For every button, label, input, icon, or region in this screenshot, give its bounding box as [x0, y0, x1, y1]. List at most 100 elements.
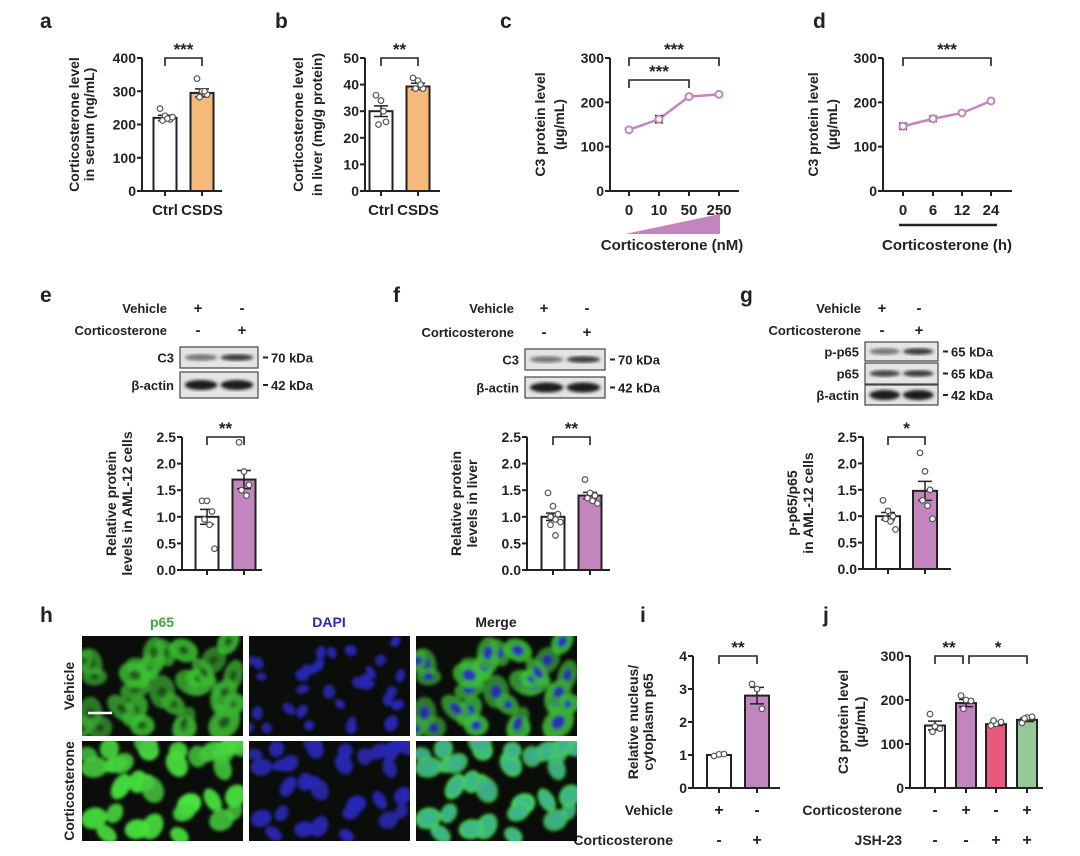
bar [875, 515, 901, 571]
significance-label: ** [731, 638, 745, 657]
data-point [1021, 715, 1028, 722]
blot-band-box [524, 376, 606, 399]
protein-band [184, 380, 218, 390]
significance-label: ** [942, 638, 956, 657]
protein-band [869, 370, 901, 377]
band-label: p-p65 [824, 345, 859, 360]
y-tick-label: 3 [679, 681, 687, 697]
data-point [552, 516, 559, 523]
data-point [929, 515, 936, 523]
data-point [936, 725, 944, 732]
data-point [589, 497, 596, 505]
blot-band-box [864, 384, 939, 406]
condition-label: Vehicle [625, 802, 673, 818]
data-point [196, 93, 203, 101]
y-tick-label: 2.5 [502, 429, 522, 445]
immunofluorescence-panel-h: p65 DAPI Merge Vehicle Corticosterone [61, 614, 577, 841]
micrograph-vehicle-p65 [82, 636, 243, 736]
condition-sign: + [915, 322, 924, 339]
blot-band-box [179, 346, 259, 369]
significance-bracket [887, 436, 926, 445]
data-point [928, 114, 938, 124]
condition-label: Corticosterone [802, 802, 902, 818]
molecular-weight-label: 70 kDa [618, 353, 661, 368]
x-tick-label: Ctrl [152, 202, 178, 219]
y-tick-label: 100 [881, 736, 905, 752]
x-tick-label: Ctrl [368, 202, 394, 219]
condition-sign: + [583, 324, 592, 341]
protein-band [529, 356, 564, 363]
data-point [586, 489, 594, 497]
data-point [235, 438, 243, 446]
western-blot-e: Vehicle + - Corticosterone - + C3 70 kDa β-actin… [75, 300, 314, 399]
blot-band-box [864, 341, 939, 362]
condition-sign: - [716, 832, 721, 849]
y-tick-label: 1.0 [502, 509, 522, 525]
significance-label: ** [393, 40, 407, 59]
panel-letter-h: h [40, 604, 53, 627]
micrograph-vehicle-dapi [249, 636, 410, 736]
x-tick-label: 0 [899, 202, 907, 219]
significance-bracket [628, 79, 690, 88]
x-axis-label: Corticosterone (nM) [601, 237, 744, 254]
y-axis-label: p-p65/p65 [784, 470, 800, 536]
y-axis-label: Relative protein [448, 451, 464, 556]
y-axis-label: levels in liver [464, 459, 480, 547]
bar [189, 91, 215, 192]
y-axis-label: levels in AML-12 cells [119, 431, 135, 575]
y-axis-label: Relative protein [103, 451, 119, 556]
micrograph-column-title-p65: p65 [150, 614, 174, 630]
y-tick-label: 0.0 [502, 562, 522, 578]
y-axis-label: C3 protein level [805, 72, 821, 176]
significance-bracket [628, 57, 720, 66]
y-axis-label: C3 protein level [532, 72, 548, 176]
condition-sign: + [878, 300, 887, 317]
protein-band [902, 348, 934, 355]
chart-panel-a: 0 100 200 300 400 Corticosterone level in seru… [66, 40, 223, 219]
condition-label: Corticosterone [75, 323, 167, 338]
x-tick-label: CSDS [181, 202, 223, 219]
x-tick-label: 24 [983, 202, 1000, 219]
condition-sign: - [917, 300, 922, 317]
band-label: p65 [837, 367, 859, 382]
y-tick-label: 200 [113, 117, 137, 133]
molecular-weight-label: 65 kDa [951, 345, 994, 360]
data-point [372, 91, 380, 99]
significance-bracket [164, 57, 203, 66]
chart-panel-g: 0.0 0.5 1.0 1.5 2.0 2.5 p-p65/p65 in AML-12 cel… [784, 419, 951, 577]
significance-label: *** [649, 62, 669, 81]
significance-label: * [903, 419, 910, 438]
molecular-weight-label: 65 kDa [951, 367, 994, 382]
condition-sign: - [542, 324, 547, 341]
bar [924, 724, 946, 790]
condition-label: Corticosterone [422, 325, 514, 340]
condition-sign: - [585, 300, 590, 317]
chart-panel-d: 0 100 200 300 C3 protein level (µg/mL) 0 6 12 24 C… [805, 40, 1012, 254]
data-point [409, 74, 417, 82]
data-point [382, 118, 390, 126]
data-point [591, 492, 599, 499]
protein-band [902, 390, 934, 400]
y-tick-label: 2.5 [157, 429, 177, 445]
data-point [581, 476, 589, 483]
y-axis-label: (µg/mL) [852, 697, 868, 748]
x-tick-label: 50 [681, 202, 698, 219]
panel-letter-f: f [393, 284, 401, 307]
y-tick-label: 2.0 [502, 456, 522, 472]
y-axis-label: in AML-12 cells [800, 452, 816, 554]
y-tick-label: 0 [596, 183, 604, 199]
significance-label: ** [565, 419, 579, 438]
y-tick-label: 1.0 [838, 508, 858, 524]
western-blot-g: Vehicle + - Corticosterone - + p-p65 65 kDa p65 6… [769, 300, 994, 406]
x-tick-label: 12 [954, 202, 971, 219]
condition-sign: - [932, 832, 937, 849]
y-tick-label: 0.0 [157, 562, 177, 578]
condition-sign: + [1022, 832, 1031, 849]
significance-bracket [718, 655, 758, 664]
bar [985, 723, 1007, 790]
y-axis-label: Corticosterone level [66, 57, 82, 192]
panel-letter-i: i [640, 604, 646, 627]
data-point [547, 521, 554, 529]
y-tick-label: 0.5 [157, 535, 177, 551]
y-tick-label: 0 [128, 183, 136, 199]
